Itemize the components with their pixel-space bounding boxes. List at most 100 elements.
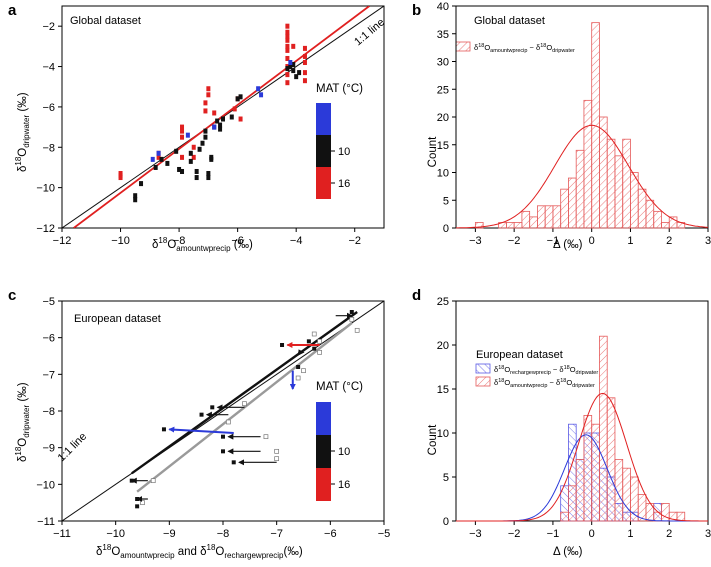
panel-b-normal-curve — [456, 124, 709, 229]
panel-a-point-red — [285, 29, 290, 35]
panel-b-bar — [606, 138, 616, 229]
panel-a-colorbar-black — [316, 135, 331, 167]
panel-b: b Global dataset δ18Oamountwprecip − δ18… — [412, 1, 711, 251]
panel-d-normal-curve-red — [456, 392, 708, 522]
panel-b-xtick-label: −2 — [508, 235, 521, 247]
panel-a-point-black — [133, 193, 138, 199]
panel-a-point-red — [206, 86, 211, 92]
panel-b-bar — [568, 177, 577, 229]
panel-c-point-filled — [306, 339, 311, 344]
panel-b-ytick-label: 10 — [437, 168, 449, 180]
panel-b-bar — [637, 188, 647, 229]
panel-c-point-filled — [221, 434, 225, 439]
panel-c-xtick-label: −11 — [53, 528, 71, 540]
panel-b-bar — [537, 205, 546, 229]
panel-b-title: Global dataset — [474, 15, 545, 27]
panel-b-bar — [653, 210, 662, 229]
panel-c-title: European dataset — [74, 313, 161, 325]
panel-a-point-black — [288, 64, 293, 70]
panel-letter-b: b — [412, 2, 421, 19]
panel-a: a Global dataset 1:1 line −12 −10 −8 −6 −4 −2… — [8, 2, 387, 253]
panel-c-point-open — [295, 375, 301, 381]
panel-a-point-black — [206, 175, 211, 181]
panel-a-point-blue — [212, 124, 217, 130]
panel-b-bar — [521, 210, 531, 229]
panel-c-point-filled — [221, 449, 225, 454]
panel-a-point-black — [177, 166, 182, 172]
panel-d-bar-red — [583, 414, 593, 522]
panel-a-point-red — [302, 78, 307, 84]
panel-a-point-blue — [150, 156, 155, 162]
panel-c-xtick-label: −6 — [324, 528, 337, 540]
panel-a-plot-frame — [61, 5, 385, 229]
panel-d-bar-red — [575, 458, 585, 522]
panel-b-xtick-label: 1 — [627, 235, 633, 247]
panel-a-point-red — [180, 154, 185, 160]
panel-d-marks: −3 −2 −1 0 1 2 3 0 5 10 15 20 25 — [437, 296, 711, 540]
panel-a-ytick-label: −6 — [42, 102, 55, 114]
panel-a-xtick-label: −8 — [173, 235, 186, 247]
panel-c-ytick-label: −5 — [42, 296, 55, 308]
panel-c-point-open — [263, 434, 269, 440]
panel-a-ytick-label: −10 — [36, 183, 55, 195]
panel-c-point-filled — [210, 405, 215, 410]
panel-a-mat-title: MAT (°C) — [316, 83, 363, 95]
panel-c-ytick-label: −9 — [42, 443, 55, 455]
panel-b-bar — [552, 205, 562, 229]
panel-d-bar-red — [599, 335, 608, 522]
panel-d-ytick-label: 15 — [437, 384, 449, 396]
panel-a-xtick-label: −10 — [111, 235, 130, 247]
panel-c-point-filled — [312, 346, 317, 351]
panel-a-point-red — [291, 43, 296, 49]
panel-letter-a: a — [8, 2, 17, 19]
panel-a-ytick-label: −4 — [42, 62, 55, 74]
panel-a-point-black — [294, 74, 299, 80]
panel-a-xtick-label: −4 — [290, 235, 303, 247]
panel-c-point-open — [317, 349, 322, 355]
panel-a-point-red — [118, 173, 123, 179]
panel-a-marks: −12 −10 −8 −6 −4 −2 −12 −10 −8 −6 −4 −2 — [36, 5, 385, 247]
panel-b-xtick-label: −1 — [547, 235, 560, 247]
panel-a-point-red — [180, 134, 185, 140]
panel-b-bar — [661, 222, 670, 229]
panel-a-point-red — [285, 43, 290, 49]
panel-b-bar — [575, 149, 585, 229]
panel-d-ytick-label: 20 — [437, 340, 449, 352]
panel-a-point-black — [218, 126, 223, 132]
panel-b-xlabel: Δ (‰) — [553, 239, 583, 251]
panel-b-bar — [544, 205, 554, 229]
panel-a-point-blue — [185, 132, 190, 138]
panel-b-ytick-label: 25 — [437, 84, 449, 96]
panel-a-point-red — [285, 72, 290, 78]
panel-a-colorbar-red — [316, 167, 331, 199]
panel-b-ytick-label: 5 — [443, 195, 449, 207]
panel-b-bar — [583, 99, 593, 229]
panel-a-point-black — [291, 62, 296, 68]
panel-a-xlabel: δ18Oamountwprecip (‰) — [152, 236, 253, 253]
panel-c-colorbar-blue — [316, 402, 331, 435]
panel-a-xtick-label: −6 — [231, 235, 244, 247]
panel-a-point-red — [203, 100, 208, 106]
panel-c-ytick-label: −6 — [42, 333, 55, 345]
panel-a-point-black — [203, 128, 208, 134]
panel-a-point-blue — [156, 150, 161, 156]
panel-a-point-red — [285, 80, 290, 86]
panel-d-xtick-label: 1 — [627, 528, 633, 540]
panel-a-colorbar-tick-label: 16 — [338, 178, 350, 190]
panel-c-point-filled — [296, 365, 301, 369]
panel-d-ytick-label: 10 — [437, 428, 449, 440]
panel-a-point-red — [203, 108, 208, 114]
panel-b-legend-swatch — [455, 41, 471, 52]
panel-b-xtick-label: 3 — [705, 235, 711, 247]
panel-c-arrow-blue — [168, 426, 234, 434]
panel-c-marks: −11 −10 −9 −8 −7 −6 −5 −11 −10 −9 −8 −7 −6 −5 — [36, 296, 390, 540]
panel-a-point-red — [285, 55, 290, 61]
panel-a-point-blue — [259, 92, 264, 98]
panel-c-point-open — [317, 338, 322, 344]
panel-a-point-red — [180, 128, 185, 134]
panel-c-ylabel: δ18Odripwater (‰) — [14, 382, 31, 462]
panel-d-ytick-label: 0 — [443, 516, 449, 528]
panel-a-point-red — [238, 116, 243, 122]
panel-c-xtick-label: −8 — [217, 528, 230, 540]
